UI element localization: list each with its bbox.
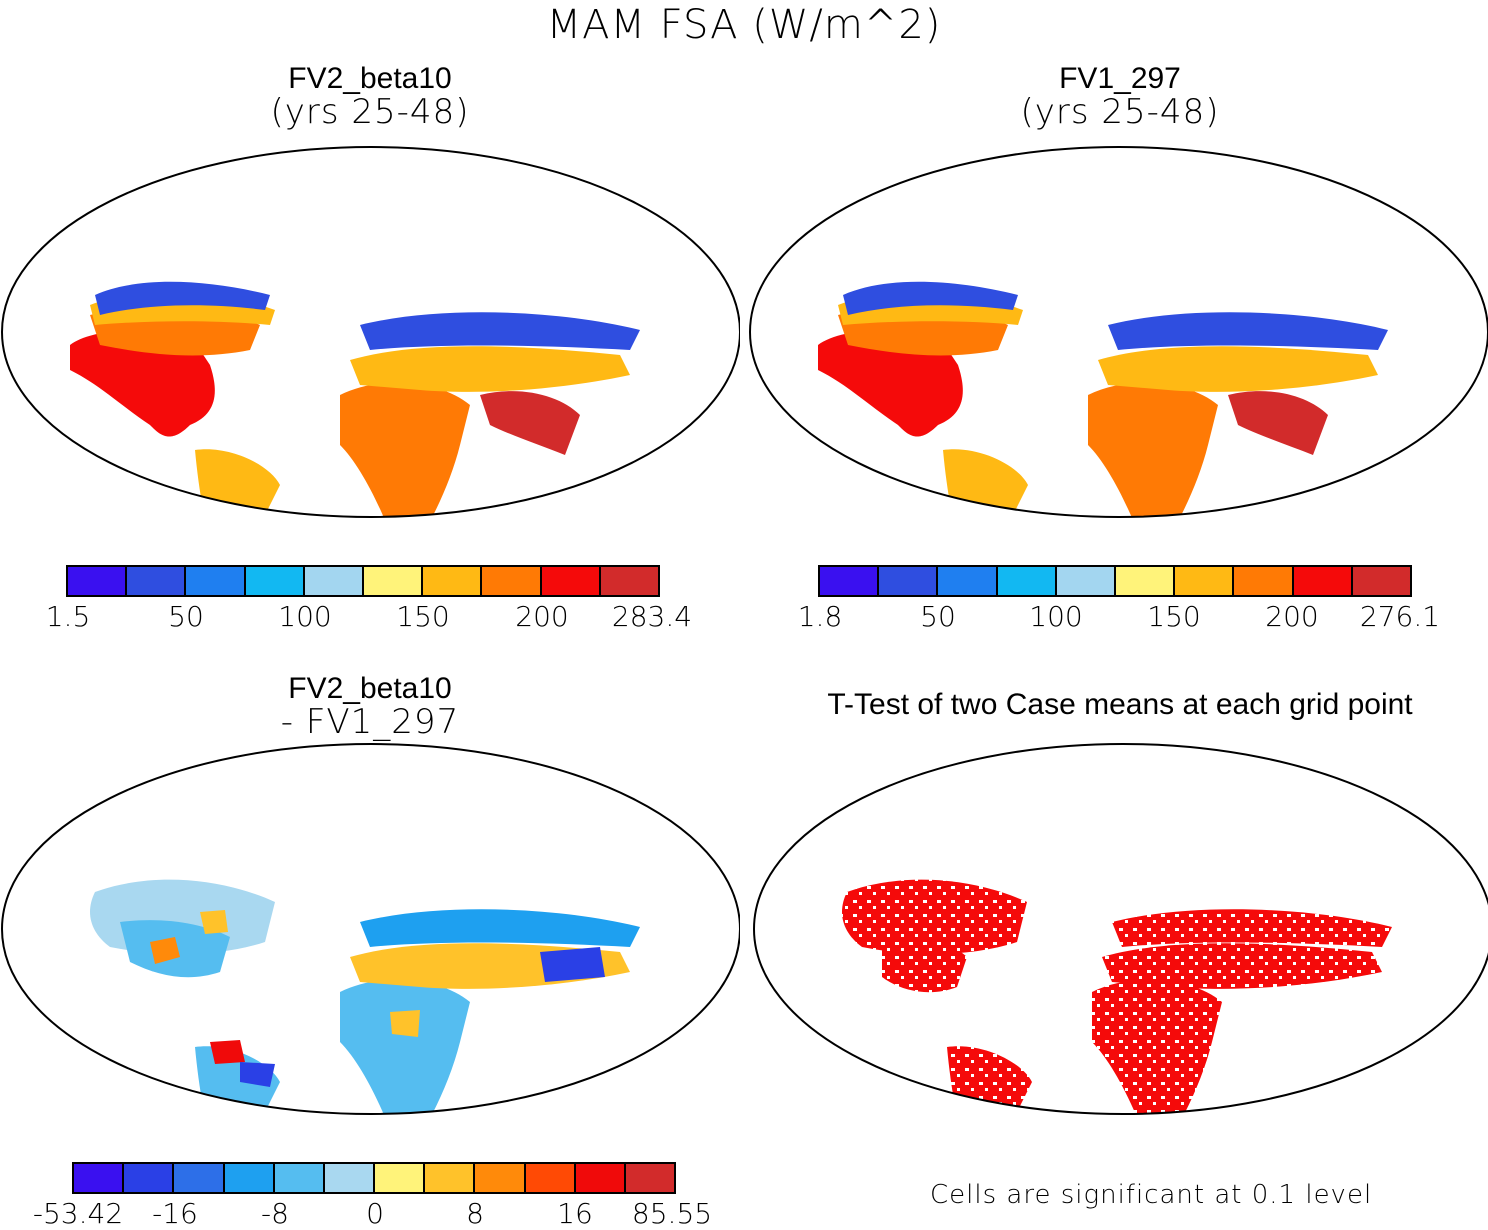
- colorbar-swatch: [423, 567, 483, 595]
- panel2-colorbar: [818, 565, 1412, 597]
- tick-label: 283.4: [611, 600, 693, 633]
- tick-label: -8: [261, 1197, 289, 1230]
- panel4-map: [753, 743, 1488, 1115]
- colorbar-swatch: [1352, 567, 1411, 595]
- tick-label: 0: [366, 1197, 384, 1230]
- colorbar-swatch: [1116, 567, 1176, 595]
- tick-label: 1.5: [45, 600, 91, 633]
- tick-label: 200: [1265, 600, 1319, 633]
- colorbar-swatch: [1293, 567, 1353, 595]
- tick-label: -53.42: [32, 1197, 124, 1230]
- tick-label: 50: [920, 600, 956, 633]
- tick-label: 100: [1029, 600, 1083, 633]
- colorbar-swatch: [186, 567, 246, 595]
- tick-label: -16: [152, 1197, 198, 1230]
- significance-note: Cells are significant at 0.1 level: [930, 1180, 1373, 1210]
- panel1-colorbar-labels: 1.5 50 100 150 200 283.4: [0, 600, 740, 636]
- panel3-colorbar: [72, 1162, 676, 1194]
- colorbar-swatch: [997, 567, 1057, 595]
- tick-label: 100: [278, 600, 332, 633]
- colorbar-swatch: [245, 567, 305, 595]
- tick-label: 1.8: [797, 600, 843, 633]
- panel2-title: FV1_297 (yrs 25-48): [750, 62, 1488, 132]
- colorbar-swatch: [482, 567, 542, 595]
- tick-label: 150: [396, 600, 450, 633]
- colorbar-swatch: [820, 567, 880, 595]
- colorbar-swatch: [127, 567, 187, 595]
- colorbar-swatch: [879, 567, 939, 595]
- panel3-title-line2: - FV1_297: [280, 702, 460, 742]
- colorbar-swatch: [274, 1164, 325, 1192]
- colorbar-swatch: [541, 567, 601, 595]
- colorbar-swatch: [1175, 567, 1235, 595]
- colorbar-swatch: [304, 567, 365, 595]
- panel2-map: [749, 146, 1488, 518]
- panel2-title-line2: (yrs 25-48): [1020, 92, 1220, 132]
- panel1-title-line2: (yrs 25-48): [270, 92, 470, 132]
- colorbar-swatch: [525, 1164, 576, 1192]
- colorbar-swatch: [475, 1164, 526, 1192]
- colorbar-swatch: [1234, 567, 1294, 595]
- panel2-title-line1: FV1_297: [1059, 62, 1181, 95]
- colorbar-swatch: [938, 567, 998, 595]
- tick-label: 50: [168, 600, 204, 633]
- colorbar-swatch: [74, 1164, 125, 1192]
- tick-label: 150: [1147, 600, 1201, 633]
- tick-label: 200: [515, 600, 569, 633]
- tick-label: 85.55: [631, 1197, 713, 1230]
- colorbar-swatch: [224, 1164, 275, 1192]
- colorbar-swatch: [174, 1164, 225, 1192]
- panel2-colorbar-labels: 1.8 50 100 150 200 276.1: [748, 600, 1488, 636]
- figure-title: MAM FSA (W/m^2): [546, 2, 942, 48]
- colorbar-swatch: [1056, 567, 1117, 595]
- panel1-title: FV2_beta10 (yrs 25-48): [0, 62, 740, 132]
- colorbar-swatch: [625, 1164, 675, 1192]
- panel1-colorbar: [66, 565, 660, 597]
- panel1-title-line1: FV2_beta10: [288, 62, 452, 95]
- panel1-map: [1, 146, 740, 518]
- panel3-map: [1, 743, 740, 1115]
- colorbar-swatch: [68, 567, 128, 595]
- colorbar-swatch: [364, 567, 424, 595]
- tick-label: 276.1: [1359, 600, 1441, 633]
- tick-label: 8: [466, 1197, 484, 1230]
- panel3-title-line1: FV2_beta10: [288, 672, 452, 705]
- colorbar-swatch: [124, 1164, 175, 1192]
- colorbar-swatch: [600, 567, 659, 595]
- colorbar-swatch: [575, 1164, 626, 1192]
- tick-label: 16: [557, 1197, 593, 1230]
- panel3-title: FV2_beta10 - FV1_297: [0, 672, 740, 742]
- colorbar-swatch: [324, 1164, 376, 1192]
- colorbar-swatch: [375, 1164, 426, 1192]
- colorbar-swatch: [425, 1164, 476, 1192]
- panel4-title: T-Test of two Case means at each grid po…: [827, 688, 1413, 721]
- panel3-colorbar-labels: -53.42 -16 -8 0 8 16 85.55: [0, 1197, 740, 1230]
